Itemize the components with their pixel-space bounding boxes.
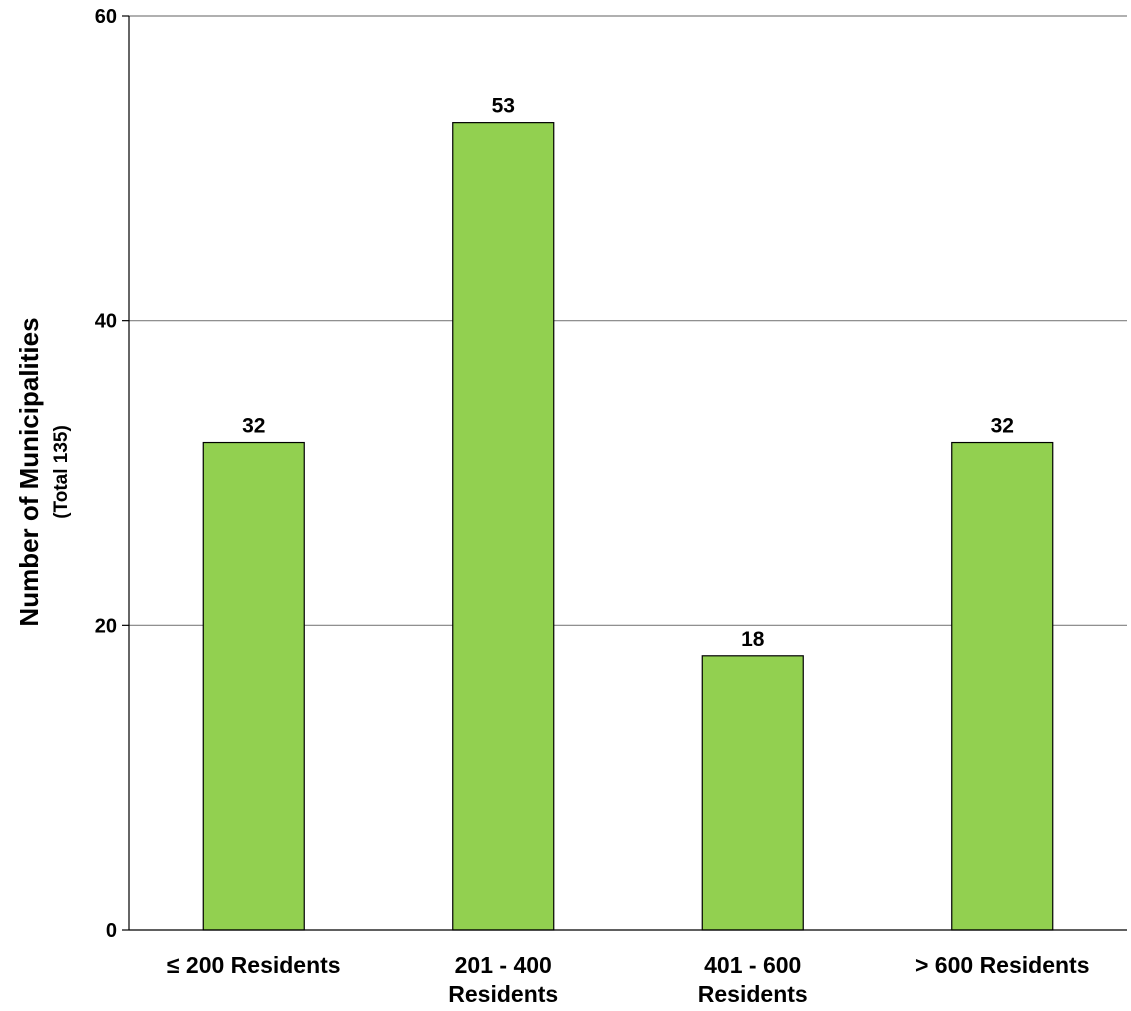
x-tick-label: Residents <box>448 981 558 1007</box>
y-axis-title-text: Number of Municipalities <box>14 317 44 626</box>
bar <box>452 122 555 931</box>
x-tick-label: ≤ 200 Residents <box>167 952 341 978</box>
y-tick-label: 40 <box>95 311 117 333</box>
y-axis-subtitle-text: (Total 135) <box>51 425 72 519</box>
x-tick-label: 401 - 600 <box>704 952 801 978</box>
y-tick-label: 0 <box>106 920 117 942</box>
data-labels: 32 53 18 32 <box>242 95 1014 651</box>
x-tick-label: 201 - 400 <box>455 952 552 978</box>
y-tick-label: 60 <box>95 6 117 28</box>
x-tick-label: Residents <box>698 981 808 1007</box>
y-axis-ticks: 0 20 40 60 <box>95 6 129 942</box>
bar <box>951 441 1054 931</box>
bars <box>202 122 1054 931</box>
x-axis-labels: ≤ 200 Residents 201 - 400 Residents 401 - 6… <box>167 952 1090 1007</box>
x-tick-label: > 600 Residents <box>915 952 1090 978</box>
y-axis-subtitle: (Total 135) <box>51 425 72 519</box>
data-label: 53 <box>492 95 515 118</box>
y-axis-title: Number of Municipalities <box>14 317 44 626</box>
data-label: 18 <box>741 628 765 651</box>
data-label: 32 <box>242 415 265 438</box>
bar <box>202 441 305 931</box>
data-label: 32 <box>991 415 1014 438</box>
bar <box>701 655 804 931</box>
y-tick-label: 20 <box>95 615 117 637</box>
